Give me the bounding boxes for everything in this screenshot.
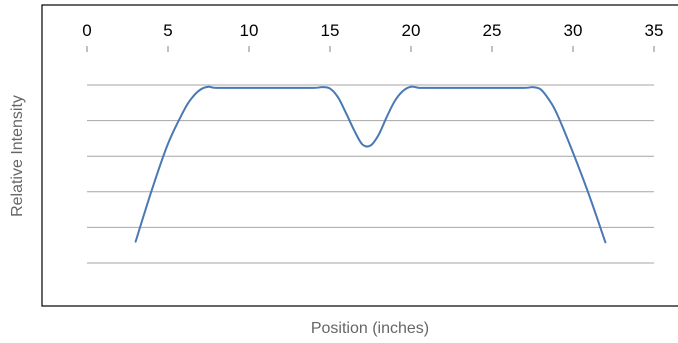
x-tick-label: 15	[321, 21, 340, 40]
x-tick-label: 20	[402, 21, 421, 40]
x-axis-ticks: 0 5 10 15 20 25 30 35	[82, 21, 663, 52]
x-axis-title: Position (inches)	[311, 320, 429, 337]
x-tick-label: 10	[240, 21, 259, 40]
x-tick-label: 25	[483, 21, 502, 40]
x-tick-label: 5	[163, 21, 172, 40]
x-tick-label: 35	[645, 21, 664, 40]
series-line	[134, 85, 607, 244]
grid-lines	[87, 84, 654, 264]
plot-frame	[41, 4, 678, 307]
y-axis-title: Relative Intensity	[9, 95, 26, 217]
x-tick-label: 30	[564, 21, 583, 40]
x-tick-label: 0	[82, 21, 91, 40]
